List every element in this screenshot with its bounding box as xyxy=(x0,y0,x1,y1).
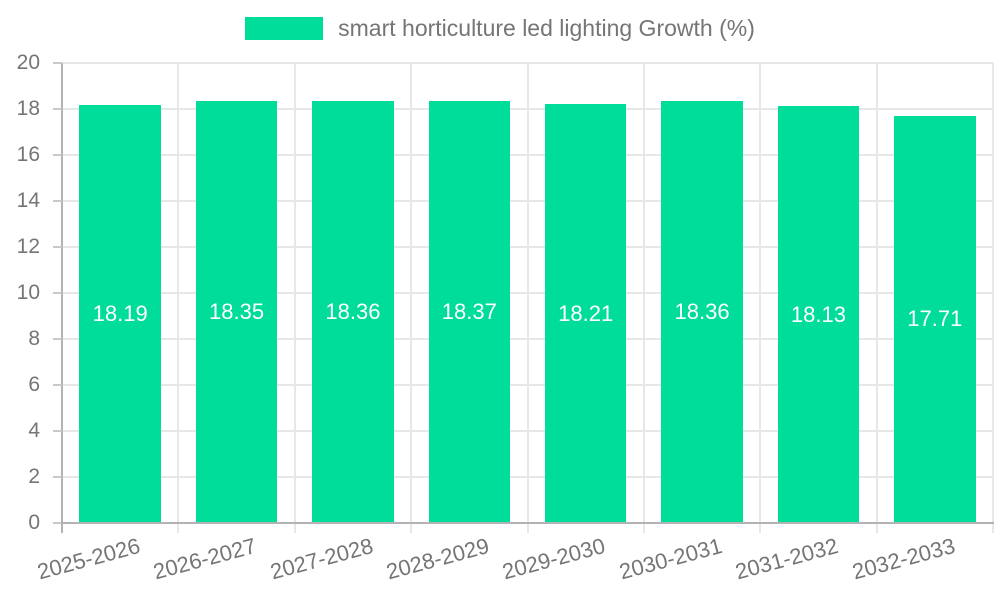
y-tick-label: 14 xyxy=(16,189,40,212)
bar-value-label: 18.19 xyxy=(92,300,148,326)
bar-cell: 18.21 xyxy=(528,63,644,523)
bar-2025-2026[interactable]: 18.19 xyxy=(79,104,161,523)
gridline-vertical xyxy=(526,63,529,533)
y-tick-mark xyxy=(53,154,62,156)
y-tick-label: 20 xyxy=(16,51,40,74)
gridline-vertical xyxy=(293,63,296,533)
bar-2026-2027[interactable]: 18.35 xyxy=(195,100,278,523)
bar-2030-2031[interactable]: 18.36 xyxy=(661,100,743,523)
y-tick-mark xyxy=(53,246,62,248)
bar-2029-2030[interactable]: 18.21 xyxy=(544,104,627,523)
y-tick-mark xyxy=(53,384,62,386)
y-axis: 0 2 4 6 8 10 12 14 16 18 20 xyxy=(0,51,62,534)
gridline-vertical xyxy=(875,63,878,533)
legend-label: smart horticulture led lighting Growth (… xyxy=(338,15,755,41)
y-tick-mark xyxy=(53,292,62,294)
bar-cell: 18.19 xyxy=(62,63,178,523)
gridline-vertical xyxy=(642,63,645,533)
bar-cell: 18.35 xyxy=(178,63,294,523)
gridline-vertical xyxy=(759,63,762,533)
bar-cell: 18.37 xyxy=(411,63,527,523)
bar-value-label: 17.71 xyxy=(907,306,963,332)
x-tick-label: 2025-2026 xyxy=(34,533,143,585)
y-tick-label: 18 xyxy=(16,97,40,120)
bar-value-label: 18.13 xyxy=(790,301,846,327)
bar-2028-2029[interactable]: 18.37 xyxy=(428,100,511,523)
y-tick-mark xyxy=(53,338,62,340)
bar-value-label: 18.37 xyxy=(441,298,497,324)
y-tick-label: 16 xyxy=(16,143,40,166)
legend-swatch xyxy=(245,17,324,41)
y-tick-label: 8 xyxy=(28,327,40,350)
bar-value-label: 18.35 xyxy=(209,298,265,324)
y-tick-label: 0 xyxy=(28,511,40,534)
bar-cell: 17.71 xyxy=(877,63,993,523)
bar-2031-2032[interactable]: 18.13 xyxy=(777,106,860,523)
gridline-vertical xyxy=(410,63,413,533)
y-tick-mark xyxy=(53,200,62,202)
x-category-cell: 2032-2033 xyxy=(849,525,993,600)
gridline-vertical xyxy=(177,63,180,533)
bar-cell: 18.36 xyxy=(644,63,760,523)
y-tick-label: 10 xyxy=(16,281,40,304)
y-tick-label: 12 xyxy=(16,235,40,258)
y-tick-mark xyxy=(53,430,62,432)
gridline-vertical xyxy=(992,63,994,533)
bars-layer: 18.19 18.35 18.36 18.37 18.21 18.36 18.13 17.71 xyxy=(62,63,993,523)
y-tick-mark xyxy=(53,108,62,110)
x-axis: 2025-2026 2026-2027 2027-2028 2028-2029 2029… xyxy=(35,525,993,600)
x-axis-line xyxy=(61,522,994,524)
y-tick-mark xyxy=(53,522,62,524)
bar-2032-2033[interactable]: 17.71 xyxy=(894,115,976,523)
bar-value-label: 18.36 xyxy=(674,298,730,324)
y-tick-label: 2 xyxy=(28,465,40,488)
bar-value-label: 18.36 xyxy=(325,298,381,324)
y-axis-line xyxy=(61,63,63,533)
y-tick-mark xyxy=(53,476,62,478)
y-tick-label: 6 xyxy=(28,373,40,396)
y-tick-mark xyxy=(53,62,62,64)
y-tick-label: 4 xyxy=(28,419,40,442)
bar-cell: 18.36 xyxy=(295,63,411,523)
plot-area: 18.19 18.35 18.36 18.37 18.21 18.36 18.13 17.71 xyxy=(61,62,994,533)
bar-cell: 18.13 xyxy=(760,63,876,523)
bar-value-label: 18.21 xyxy=(558,300,614,326)
legend[interactable]: smart horticulture led lighting Growth (… xyxy=(0,15,1000,41)
bar-2027-2028[interactable]: 18.36 xyxy=(312,100,394,523)
